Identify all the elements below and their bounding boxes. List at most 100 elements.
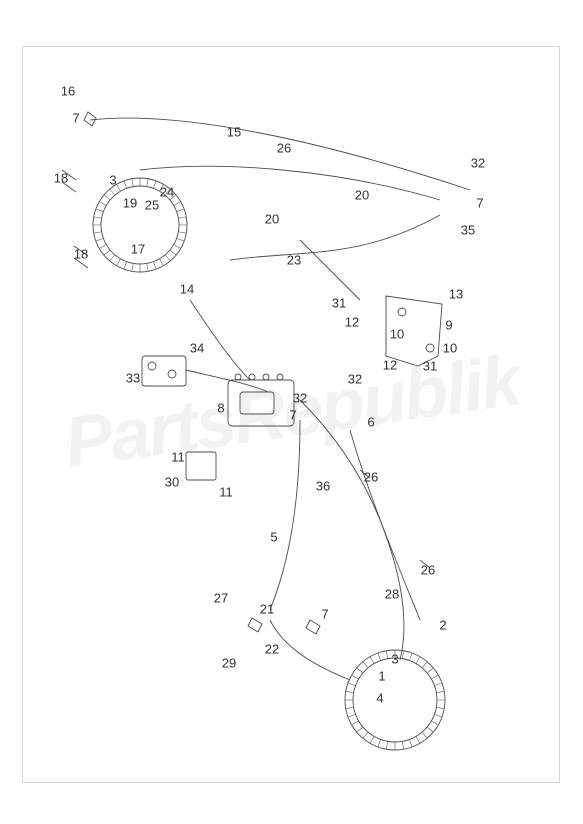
- rear-pulser-ring-tooth: [348, 683, 356, 686]
- front-pulser-ring-tooth: [174, 202, 181, 206]
- callout-2: 2: [439, 619, 446, 632]
- rear-pulser-ring-tooth: [348, 714, 356, 717]
- front-pulser-ring-tooth: [117, 184, 121, 191]
- rear-pulser-ring-tooth: [363, 732, 368, 738]
- rear-pulser-ring-tooth: [346, 691, 354, 692]
- front-pulser-ring-tooth: [99, 202, 106, 206]
- rear-pulser-ring-tooth: [352, 675, 359, 679]
- callout-1: 1: [378, 670, 385, 683]
- front-pulser-ring-tooth: [132, 179, 133, 187]
- rear-pulser-ring-tooth: [431, 721, 438, 725]
- callout-20: 20: [265, 213, 279, 226]
- front-pulser-ring-tooth: [147, 179, 148, 187]
- rear-pulser-ring-tooth: [436, 707, 444, 708]
- callout-21: 21: [260, 603, 274, 616]
- rear-pulser-ring-tooth: [370, 736, 374, 743]
- callout-9: 9: [445, 319, 452, 332]
- callout-7: 7: [476, 197, 483, 210]
- callout-7: 7: [321, 608, 328, 621]
- callout-32: 32: [293, 392, 307, 405]
- rear-pulser-ring-tooth: [378, 739, 381, 747]
- rear-pulser-ring-tooth: [370, 657, 374, 664]
- front-pulser-ring-tooth: [110, 189, 115, 195]
- front-pulser-ring-tooth: [104, 195, 110, 200]
- callout-5: 5: [270, 531, 277, 544]
- front-pulser-ring-tooth: [153, 262, 156, 270]
- rear-pulser-ring-tooth: [427, 727, 433, 732]
- front-pulser-ring-tooth: [160, 259, 164, 266]
- rear-pulser-ring-inner: [353, 658, 437, 742]
- brake-hose-to-rear: [300, 400, 404, 660]
- callout-12: 12: [345, 316, 359, 329]
- front-pulser-ring-tooth: [96, 209, 104, 212]
- front-pulser-ring-tooth: [178, 217, 186, 218]
- sensor-port: [168, 370, 176, 378]
- rear-sensor-cable: [270, 620, 350, 680]
- callout-10: 10: [443, 342, 457, 355]
- callout-31: 31: [332, 297, 346, 310]
- front-pulser-ring-tooth: [174, 245, 181, 249]
- callout-3: 3: [109, 174, 116, 187]
- front-pulser-ring-tooth: [104, 250, 110, 255]
- rear-pulser-ring-tooth: [378, 653, 381, 661]
- brake-hose-short: [300, 240, 360, 300]
- callout-17: 17: [131, 243, 145, 256]
- sensor-unit: [142, 356, 186, 386]
- front-pulser-ring-tooth: [177, 209, 185, 212]
- front-pulser-ring-tooth: [94, 217, 102, 218]
- front-pulser-ring-tooth: [94, 232, 102, 233]
- callout-6: 6: [367, 416, 374, 429]
- modulator-port: [235, 374, 241, 380]
- rear-pulser-ring-tooth: [402, 651, 403, 659]
- callout-19: 19: [123, 197, 137, 210]
- callout-11: 11: [219, 486, 233, 499]
- callout-3: 3: [391, 653, 398, 666]
- front-pulser-ring-tooth: [124, 262, 127, 270]
- rear-pulser-ring-tooth: [416, 736, 420, 743]
- callout-20: 20: [355, 189, 369, 202]
- callout-26: 26: [364, 471, 378, 484]
- front-pulser-ring-tooth: [170, 250, 176, 255]
- rear-pulser-ring-tooth: [363, 662, 368, 668]
- callout-8: 8: [217, 402, 224, 415]
- rear-pulser-ring-tooth: [352, 721, 359, 725]
- callout-22: 22: [265, 643, 279, 656]
- front-pulser-ring-tooth: [178, 232, 186, 233]
- callout-12: 12: [383, 359, 397, 372]
- front-pulser-ring-tooth: [110, 255, 115, 261]
- sensor-cable: [186, 370, 268, 392]
- rear-pulser-ring-tooth: [434, 714, 442, 717]
- front-pulser-ring-tooth: [147, 263, 148, 271]
- small-bracket: [186, 452, 216, 480]
- rear-pulser-ring-tooth: [427, 668, 433, 673]
- rear-pulser-ring-tooth: [409, 653, 412, 661]
- rear-pulser-ring-tooth: [436, 691, 444, 692]
- callout-32: 32: [471, 157, 485, 170]
- rear-pulser-ring-tooth: [357, 668, 363, 673]
- callout-35: 35: [461, 224, 475, 237]
- rear-pulser-ring-tooth: [431, 675, 438, 679]
- callout-36: 36: [316, 480, 330, 493]
- rear-pulser-ring-tooth: [386, 741, 387, 749]
- front-pulser-ring-tooth: [165, 255, 170, 261]
- banjo-bolt-front: [84, 112, 96, 126]
- front-pulser-ring-tooth: [177, 238, 185, 241]
- rear-pulser-ring-tooth: [357, 727, 363, 732]
- front-pulser-ring-tooth: [153, 181, 156, 189]
- abs-modulator-body: [228, 380, 294, 426]
- callout-34: 34: [190, 342, 204, 355]
- callout-24: 24: [160, 186, 174, 199]
- brake-hose-front-secondary: [140, 166, 440, 200]
- sensor-port: [148, 362, 156, 370]
- callout-11: 11: [171, 451, 185, 464]
- callout-28: 28: [385, 588, 399, 601]
- modulator-port: [263, 374, 269, 380]
- callout-32: 32: [348, 373, 362, 386]
- rear-pulser-ring-tooth: [346, 707, 354, 708]
- rear-pulser-ring-tooth: [386, 651, 387, 659]
- modulator-port: [249, 374, 255, 380]
- callout-30: 30: [165, 476, 179, 489]
- callout-31: 31: [423, 360, 437, 373]
- rear-pulser-ring-tooth: [409, 739, 412, 747]
- rear-pulser-ring-tooth: [422, 662, 427, 668]
